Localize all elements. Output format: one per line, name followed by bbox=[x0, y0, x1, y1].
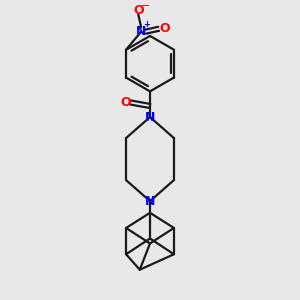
Text: N: N bbox=[145, 111, 155, 124]
Text: O: O bbox=[160, 22, 170, 35]
Text: O: O bbox=[120, 96, 130, 109]
Text: −: − bbox=[141, 1, 150, 11]
Text: N: N bbox=[145, 195, 155, 208]
Text: O: O bbox=[133, 4, 144, 17]
Text: N: N bbox=[136, 25, 146, 38]
Text: +: + bbox=[143, 20, 150, 29]
